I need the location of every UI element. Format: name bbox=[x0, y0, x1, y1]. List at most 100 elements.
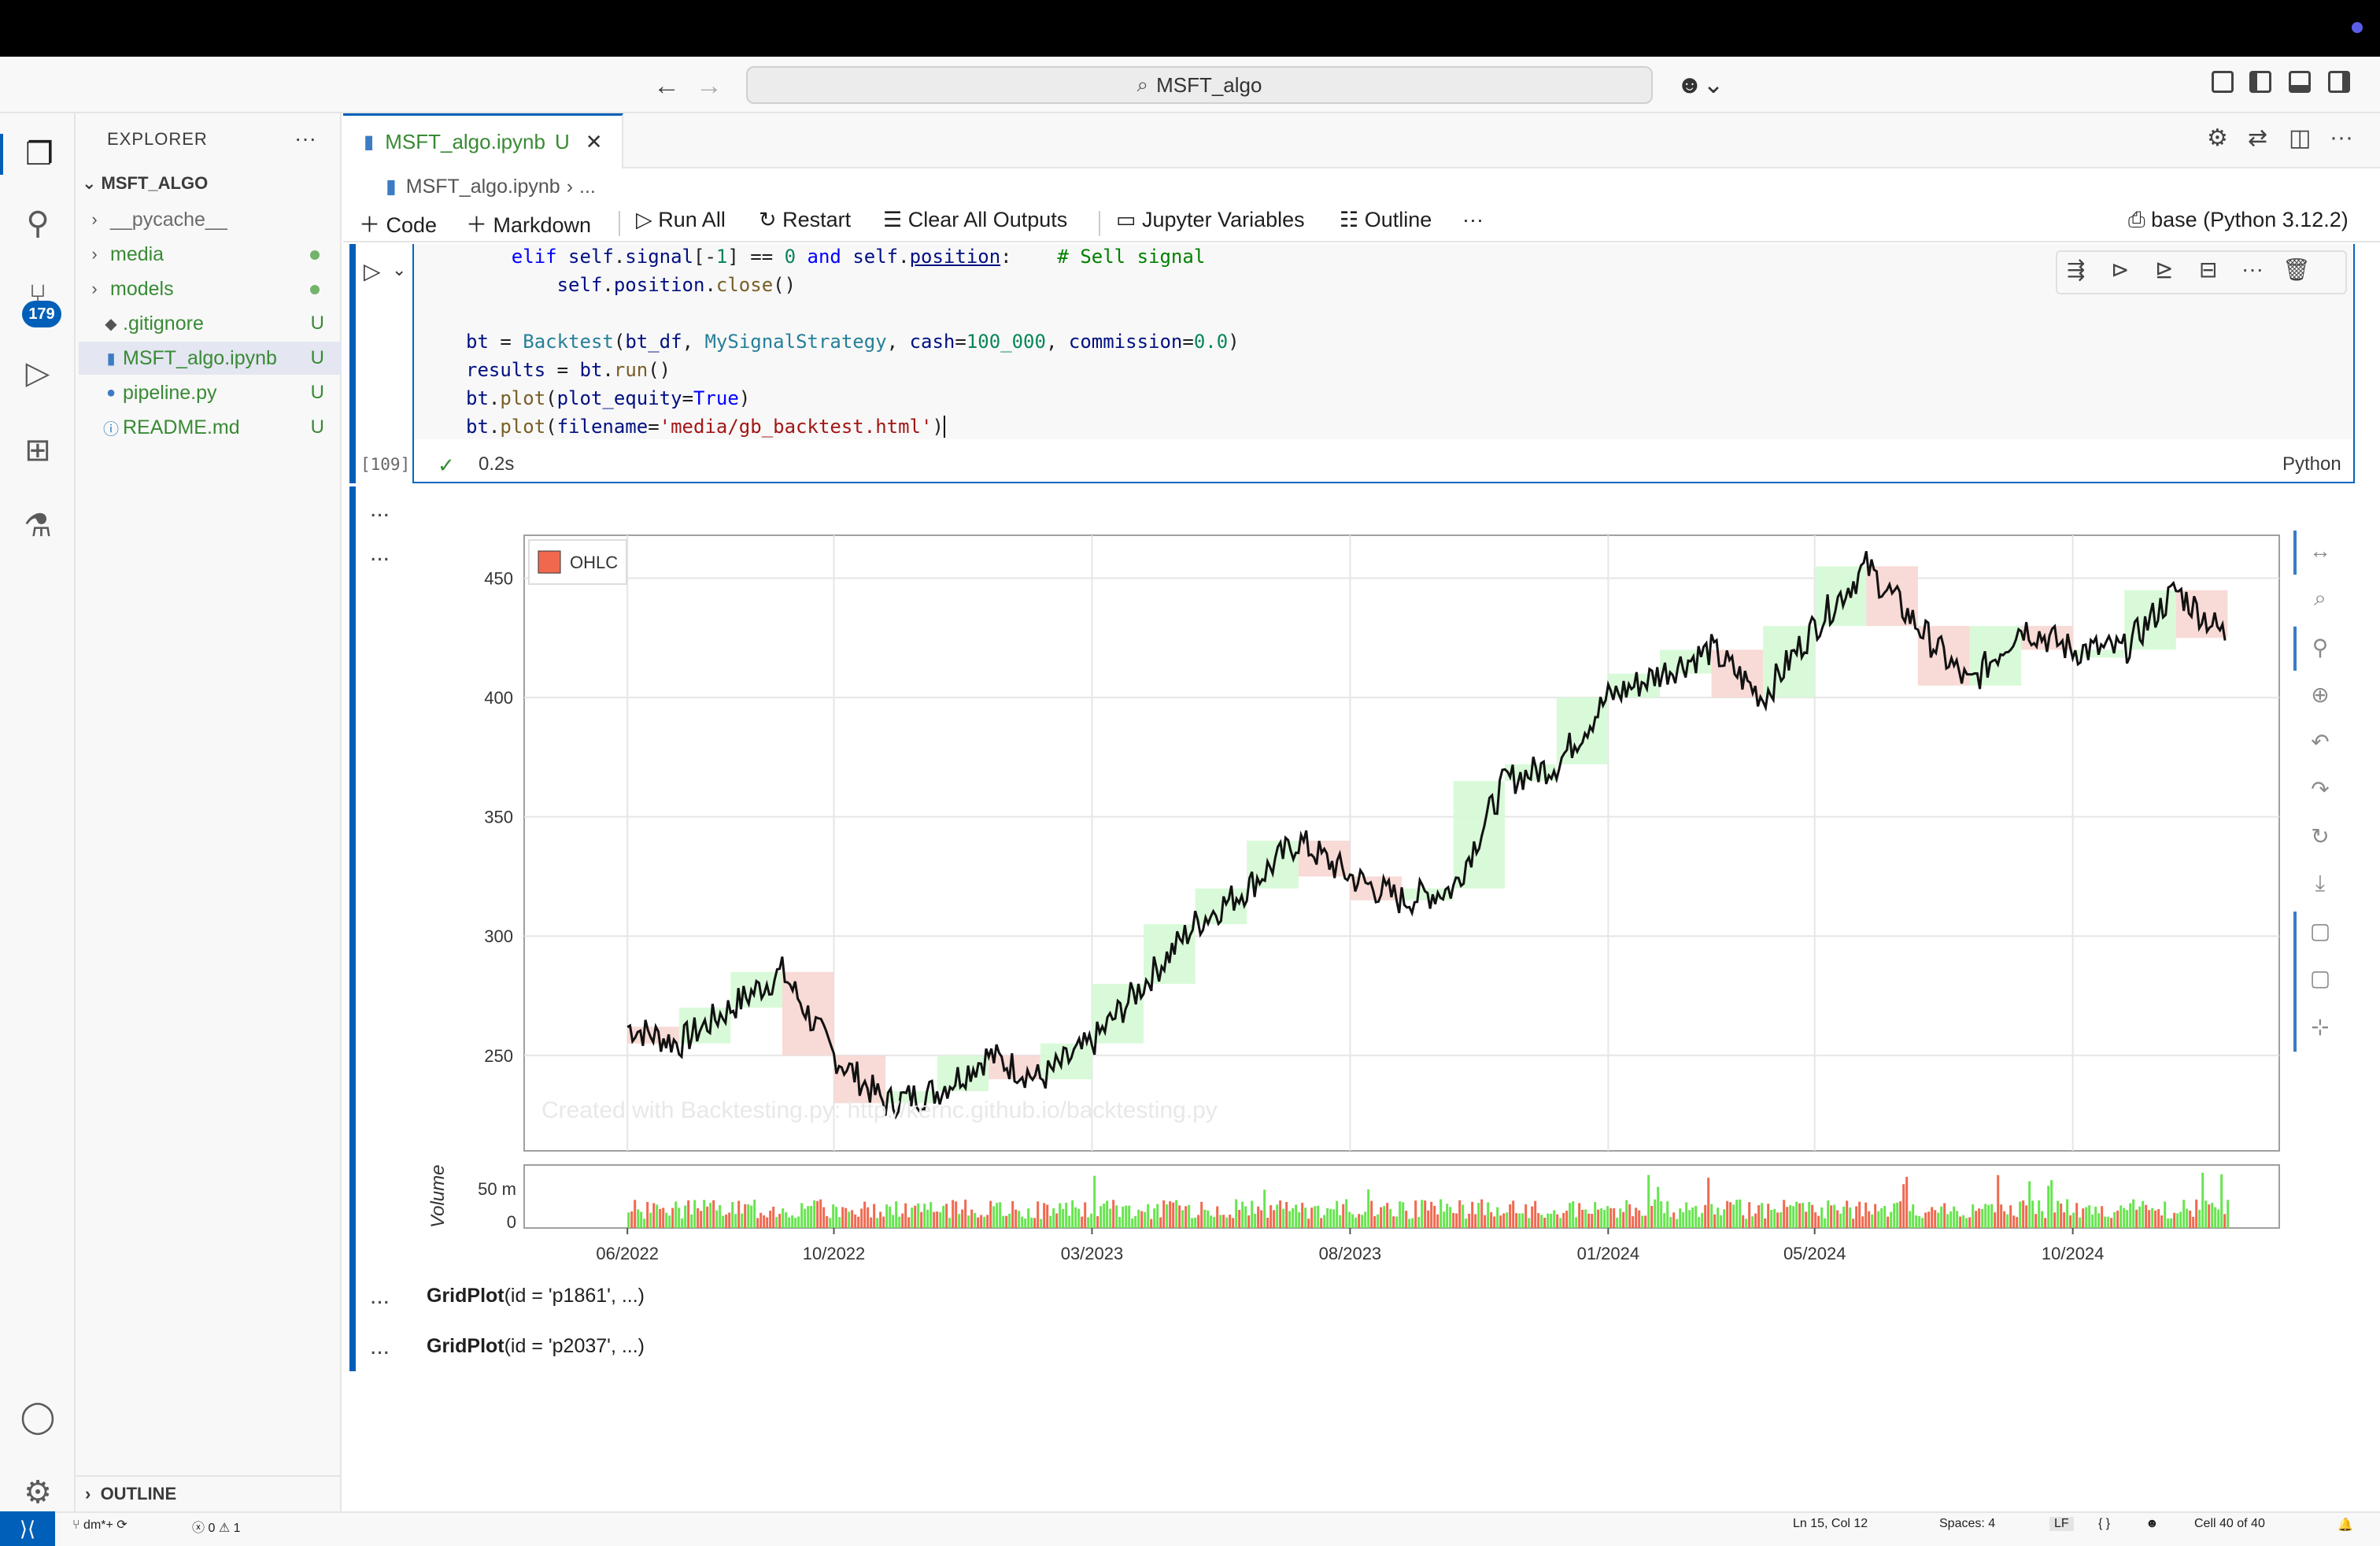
gear-icon[interactable]: ⚙ bbox=[24, 1475, 52, 1510]
root-folder[interactable]: ⌄ MSFT_ALGO bbox=[82, 173, 209, 193]
output-more-icon[interactable]: ... bbox=[370, 1283, 390, 1309]
reset-icon[interactable]: ↻ bbox=[2311, 824, 2330, 849]
explorer-icon[interactable]: ❐ bbox=[0, 134, 76, 175]
problems-indicator[interactable]: ⓧ 0 ⚠ 1 bbox=[192, 1517, 241, 1536]
output-more-icon[interactable]: ... bbox=[370, 540, 390, 566]
gear-icon[interactable]: ⚙ bbox=[2207, 125, 2228, 151]
language-braces[interactable]: { } bbox=[2098, 1517, 2111, 1530]
back-arrow-icon[interactable]: ← bbox=[653, 71, 680, 101]
volume-bar bbox=[1534, 1200, 1537, 1228]
volume-bar bbox=[1471, 1201, 1474, 1228]
toggle-panel-icon[interactable] bbox=[2289, 71, 2311, 93]
split-cell-icon[interactable]: ⊟ bbox=[2199, 257, 2218, 282]
split-editor-icon[interactable]: ◫ bbox=[2289, 125, 2312, 151]
volume-bar bbox=[1931, 1207, 1934, 1228]
copilot-icon[interactable]: ☻⌄ bbox=[1676, 70, 1724, 98]
volume-bar bbox=[2113, 1211, 2116, 1228]
outline-button[interactable]: ☷ Outline bbox=[1340, 208, 1432, 232]
end-of-line[interactable]: LF bbox=[2049, 1517, 2074, 1531]
run-all-button[interactable]: ▷ Run All bbox=[636, 208, 726, 232]
command-center-search[interactable]: ⌕ MSFT_algo bbox=[746, 66, 1653, 104]
hover-icon[interactable]: ▢ bbox=[2309, 966, 2331, 990]
box-zoom-icon[interactable]: ⌕ bbox=[2314, 586, 2326, 610]
open-changes-icon[interactable]: ⇄ bbox=[2248, 125, 2268, 151]
legend-label: OHLC bbox=[570, 553, 618, 572]
notifications-icon[interactable]: 🔔 bbox=[2338, 1518, 2353, 1532]
volume-bar bbox=[2003, 1211, 2006, 1228]
branch-indicator[interactable]: ⑂ dm*+ ⟳ bbox=[72, 1517, 128, 1533]
volume-bar bbox=[703, 1200, 706, 1228]
backtest-chart[interactable]: 250 300 350 400 450 OHLC Created with Backte… bbox=[425, 520, 2282, 1307]
code-cell-editor[interactable] bbox=[414, 244, 2353, 439]
volume-bar bbox=[2220, 1174, 2223, 1228]
redo-icon[interactable]: ↷ bbox=[2311, 777, 2330, 801]
execute-below-icon[interactable]: ⊵ bbox=[2155, 257, 2174, 282]
kernel-picker[interactable]: ⎙ base (Python 3.12.2) bbox=[2128, 208, 2349, 233]
run-debug-icon[interactable]: ▷ bbox=[25, 356, 50, 390]
volume-bar bbox=[1260, 1210, 1263, 1228]
more-actions-icon[interactable]: ··· bbox=[2241, 257, 2264, 281]
testing-icon[interactable]: ⚗ bbox=[24, 509, 52, 543]
undo-icon[interactable]: ↶ bbox=[2311, 730, 2330, 754]
run-by-line-icon[interactable]: ⇶ bbox=[2067, 257, 2086, 282]
more-actions-icon[interactable]: ··· bbox=[294, 126, 316, 150]
zoom-in-icon[interactable]: ⊕ bbox=[2311, 682, 2330, 707]
tree-item-models[interactable]: › models bbox=[79, 272, 342, 305]
more-actions-icon[interactable]: ··· bbox=[2330, 124, 2353, 150]
volume-bar bbox=[1502, 1213, 1506, 1228]
more-actions-button[interactable]: ··· bbox=[1462, 208, 1484, 231]
wheel-zoom-icon[interactable]: ⚲ bbox=[2312, 635, 2329, 660]
tree-item-pycache[interactable]: › __pycache__ bbox=[79, 203, 342, 236]
volume-bar bbox=[1490, 1211, 1493, 1228]
forward-arrow-icon[interactable]: → bbox=[696, 71, 722, 101]
toggle-primary-sidebar-icon[interactable] bbox=[2249, 71, 2271, 93]
tree-item-pipeline-py[interactable]: ● pipeline.py U bbox=[79, 376, 342, 409]
add-markdown-button[interactable]: ＋ Markdown bbox=[466, 208, 591, 239]
delete-icon[interactable]: 🗑 bbox=[2282, 257, 2311, 282]
execute-above-icon[interactable]: ⊳ bbox=[2111, 257, 2130, 282]
volume-bar bbox=[989, 1200, 992, 1228]
watermark: Created with Backtesting.py: http://kern… bbox=[541, 1097, 1218, 1123]
hover-icon[interactable]: ▢ bbox=[2309, 919, 2331, 943]
volume-bar bbox=[715, 1210, 719, 1228]
cursor-position[interactable]: Ln 15, Col 12 bbox=[1793, 1517, 1868, 1530]
clear-outputs-button[interactable]: ☰ Clear All Outputs bbox=[883, 208, 1067, 232]
accounts-icon[interactable]: ◯ bbox=[20, 1400, 56, 1434]
output-more-icon[interactable]: ... bbox=[370, 496, 390, 522]
gridplot-name: GridPlot bbox=[427, 1335, 504, 1357]
chevron-down-icon[interactable]: ⌄ bbox=[392, 260, 407, 279]
customize-layout-icon[interactable] bbox=[2212, 71, 2234, 93]
breadcrumb-rest[interactable]: ... bbox=[579, 175, 596, 198]
tree-item-gitignore[interactable]: ◆ .gitignore U bbox=[79, 307, 342, 340]
cell-indicator[interactable]: Cell 40 of 40 bbox=[2194, 1517, 2265, 1530]
remote-icon[interactable]: ⟩⟨ bbox=[0, 1511, 55, 1546]
indentation[interactable]: Spaces: 4 bbox=[1939, 1517, 1996, 1530]
extensions-icon[interactable]: ⊞ bbox=[24, 433, 51, 468]
jupyter-variables-button[interactable]: ▭ Jupyter Variables bbox=[1116, 208, 1305, 232]
add-code-button[interactable]: ＋ Code bbox=[359, 208, 437, 239]
output-more-icon[interactable]: ... bbox=[370, 1333, 390, 1359]
crosshair-icon[interactable]: ⊹ bbox=[2311, 1015, 2330, 1039]
tree-item-msft-algo-ipynb[interactable]: ▮ MSFT_algo.ipynb U bbox=[79, 342, 342, 375]
toggle-secondary-sidebar-icon[interactable] bbox=[2328, 71, 2350, 93]
cell-language[interactable]: Python bbox=[2282, 453, 2341, 475]
outline-section[interactable]: › OUTLINE bbox=[76, 1475, 342, 1511]
pan-icon[interactable]: ↔ bbox=[2309, 538, 2331, 563]
volume-bar bbox=[1742, 1215, 1745, 1228]
restart-button[interactable]: ↻ Restart bbox=[759, 208, 851, 232]
volume-bar bbox=[1373, 1215, 1377, 1228]
breadcrumb-file[interactable]: MSFT_algo.ipynb bbox=[405, 175, 560, 198]
close-icon[interactable]: ✕ bbox=[585, 130, 603, 153]
volume-bar bbox=[1836, 1210, 1839, 1228]
save-icon[interactable]: ⤓ bbox=[2315, 871, 2326, 895]
search-icon[interactable]: ⚲ bbox=[26, 206, 50, 241]
tab-msft-algo-ipynb[interactable]: ▮ MSFT_algo.ipynb U ✕ bbox=[343, 113, 623, 168]
volume-bar bbox=[1701, 1212, 1704, 1228]
tree-item-media[interactable]: › media bbox=[79, 238, 342, 271]
copilot-icon[interactable]: ☻ bbox=[2145, 1517, 2159, 1530]
volume-bar bbox=[1414, 1200, 1417, 1228]
legend[interactable]: OHLC bbox=[528, 539, 627, 585]
tree-item-readme-md[interactable]: ⓘ README.md U bbox=[79, 411, 342, 444]
gridplot-args: (id = 'p1861', ...) bbox=[504, 1285, 645, 1307]
run-cell-icon[interactable]: ▷ bbox=[364, 259, 381, 283]
